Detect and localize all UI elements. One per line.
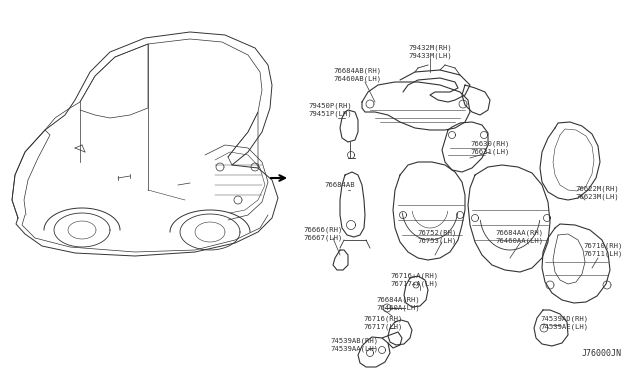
- Text: 76716(RH)
76717(LH): 76716(RH) 76717(LH): [364, 316, 403, 330]
- Text: 74539AB(RH)
74539AA(LH): 74539AB(RH) 74539AA(LH): [331, 338, 379, 352]
- Text: 76684A(RH)
76460A(LH): 76684A(RH) 76460A(LH): [376, 297, 420, 311]
- Text: 76752(RH)
76753(LH): 76752(RH) 76753(LH): [417, 230, 457, 244]
- Text: 76684AB(RH)
76460AB(LH): 76684AB(RH) 76460AB(LH): [334, 68, 382, 82]
- Text: 76666(RH)
76667(LH): 76666(RH) 76667(LH): [303, 227, 342, 241]
- Text: 76630(RH)
76631(LH): 76630(RH) 76631(LH): [470, 141, 509, 155]
- Text: J76000JN: J76000JN: [582, 349, 622, 358]
- Text: 76710(RH)
76711(LH): 76710(RH) 76711(LH): [583, 243, 623, 257]
- Text: 79432M(RH)
79433M(LH): 79432M(RH) 79433M(LH): [408, 45, 452, 59]
- Text: 76684AB: 76684AB: [324, 182, 355, 188]
- Text: 79450P(RH)
79451P(LH): 79450P(RH) 79451P(LH): [308, 103, 352, 117]
- Text: 74539AD(RH)
74539AE(LH): 74539AD(RH) 74539AE(LH): [541, 316, 589, 330]
- Text: 76622M(RH)
76623M(LH): 76622M(RH) 76623M(LH): [575, 186, 619, 200]
- Text: 76716+A(RH)
76717+A(LH): 76716+A(RH) 76717+A(LH): [391, 273, 439, 287]
- Text: 76684AA(RH)
76460AA(LH): 76684AA(RH) 76460AA(LH): [496, 230, 544, 244]
